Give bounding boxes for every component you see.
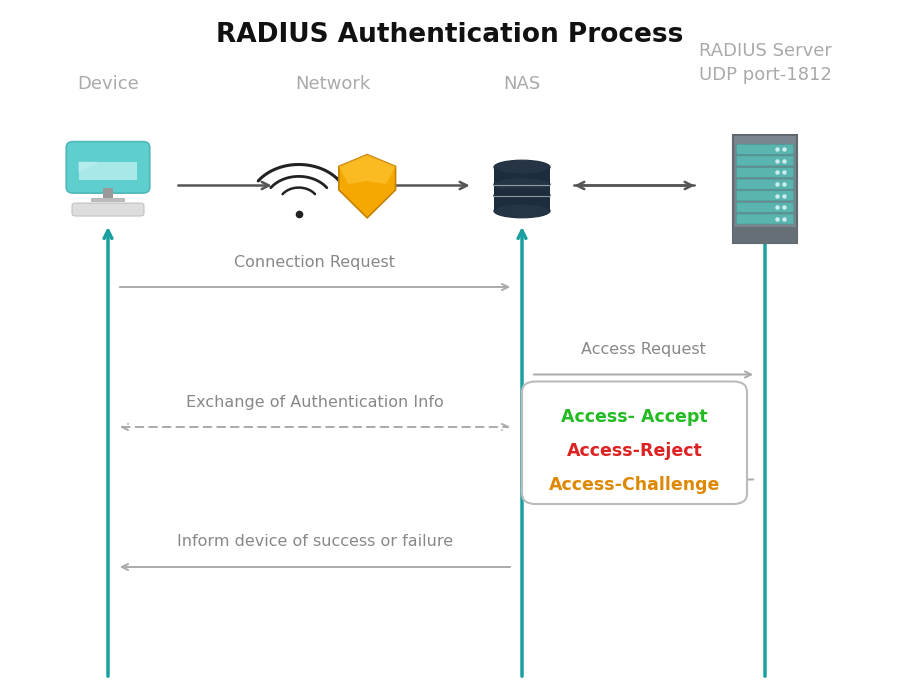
Ellipse shape	[494, 178, 550, 192]
FancyBboxPatch shape	[736, 144, 794, 155]
Text: Connection Request: Connection Request	[235, 255, 395, 270]
FancyBboxPatch shape	[736, 167, 794, 178]
Bar	[733, 134, 797, 244]
FancyBboxPatch shape	[736, 179, 794, 189]
Text: Access-Reject: Access-Reject	[567, 442, 702, 460]
Bar	[104, 188, 112, 198]
Text: Network: Network	[295, 75, 371, 93]
Polygon shape	[338, 155, 396, 218]
Text: RADIUS Server
UDP port-1812: RADIUS Server UDP port-1812	[698, 42, 832, 84]
Bar	[494, 167, 550, 211]
FancyBboxPatch shape	[736, 190, 794, 201]
Text: Access Request: Access Request	[581, 342, 706, 357]
FancyBboxPatch shape	[736, 202, 794, 213]
Polygon shape	[338, 155, 396, 184]
Bar	[733, 227, 797, 244]
FancyBboxPatch shape	[67, 141, 149, 193]
Ellipse shape	[494, 160, 550, 174]
Ellipse shape	[494, 204, 550, 218]
FancyBboxPatch shape	[522, 382, 747, 504]
Text: Exchange of Authentication Info: Exchange of Authentication Info	[186, 395, 444, 409]
FancyBboxPatch shape	[72, 203, 144, 216]
Bar	[91, 198, 125, 202]
Ellipse shape	[494, 188, 550, 202]
Text: Device: Device	[77, 75, 139, 93]
Text: Inform device of success or failure: Inform device of success or failure	[177, 535, 453, 550]
Polygon shape	[79, 162, 97, 172]
Bar	[79, 162, 137, 181]
Text: RADIUS Authentication Process: RADIUS Authentication Process	[216, 22, 684, 48]
Text: Access- Accept: Access- Accept	[562, 408, 707, 426]
Text: Access-Challenge: Access-Challenge	[549, 476, 720, 494]
FancyBboxPatch shape	[736, 214, 794, 224]
FancyBboxPatch shape	[736, 156, 794, 166]
Text: NAS: NAS	[503, 75, 541, 93]
